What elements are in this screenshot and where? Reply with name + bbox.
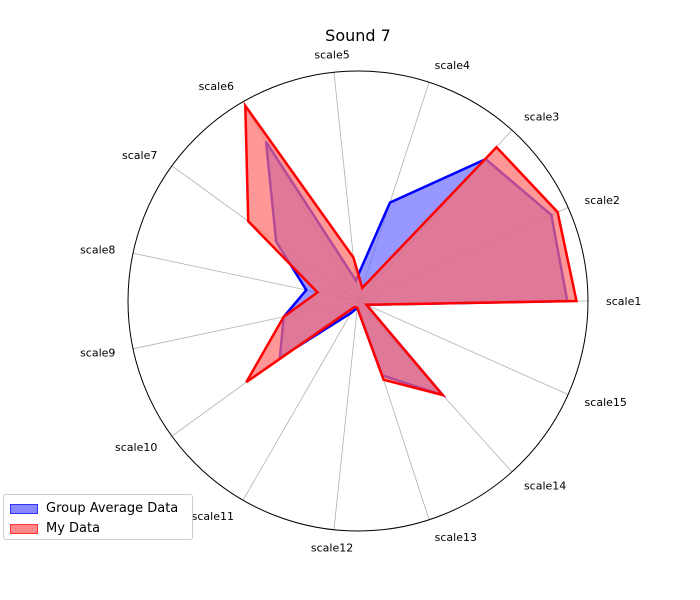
axis-label-scale2: scale2 [585, 194, 620, 207]
axis-label-scale4: scale4 [435, 59, 470, 72]
axis-label-scale11: scale11 [192, 510, 234, 523]
radar-series [243, 101, 579, 398]
chart-title: Sound 7 [325, 26, 391, 45]
series-my-data [243, 101, 579, 398]
outer-circle [127, 70, 589, 532]
axis-label-scale6: scale6 [199, 80, 234, 93]
spoke-scale12 [333, 300, 359, 530]
axis-label-scale12: scale12 [311, 542, 353, 555]
axis-labels: scale1 scale2 scale3 scale4 scale5 scale6 scal… [80, 48, 641, 554]
legend-swatch-my-data [10, 523, 38, 534]
axis-label-scale5: scale5 [314, 48, 349, 61]
axis-label-scale13: scale13 [435, 531, 477, 544]
legend-label-my-data: My Data [46, 521, 101, 536]
axis-label-scale8: scale8 [80, 243, 115, 256]
legend: Group Average Data My Data [3, 494, 193, 540]
legend-item-group-average: Group Average Data [10, 499, 186, 518]
legend-label-group-average: Group Average Data [46, 501, 179, 516]
axis-label-scale9: scale9 [80, 347, 115, 360]
axis-label-scale10: scale10 [115, 441, 157, 454]
axis-label-scale1: scale1 [606, 295, 641, 308]
axis-label-scale7: scale7 [122, 149, 157, 162]
spoke-scale15 [357, 300, 569, 395]
legend-swatch-group-average [10, 503, 38, 514]
legend-item-my-data: My Data [10, 519, 186, 538]
axis-label-scale14: scale14 [524, 479, 566, 492]
axis-label-scale15: scale15 [585, 396, 627, 409]
spoke-scale11 [242, 300, 359, 501]
axis-label-scale3: scale3 [524, 111, 559, 124]
